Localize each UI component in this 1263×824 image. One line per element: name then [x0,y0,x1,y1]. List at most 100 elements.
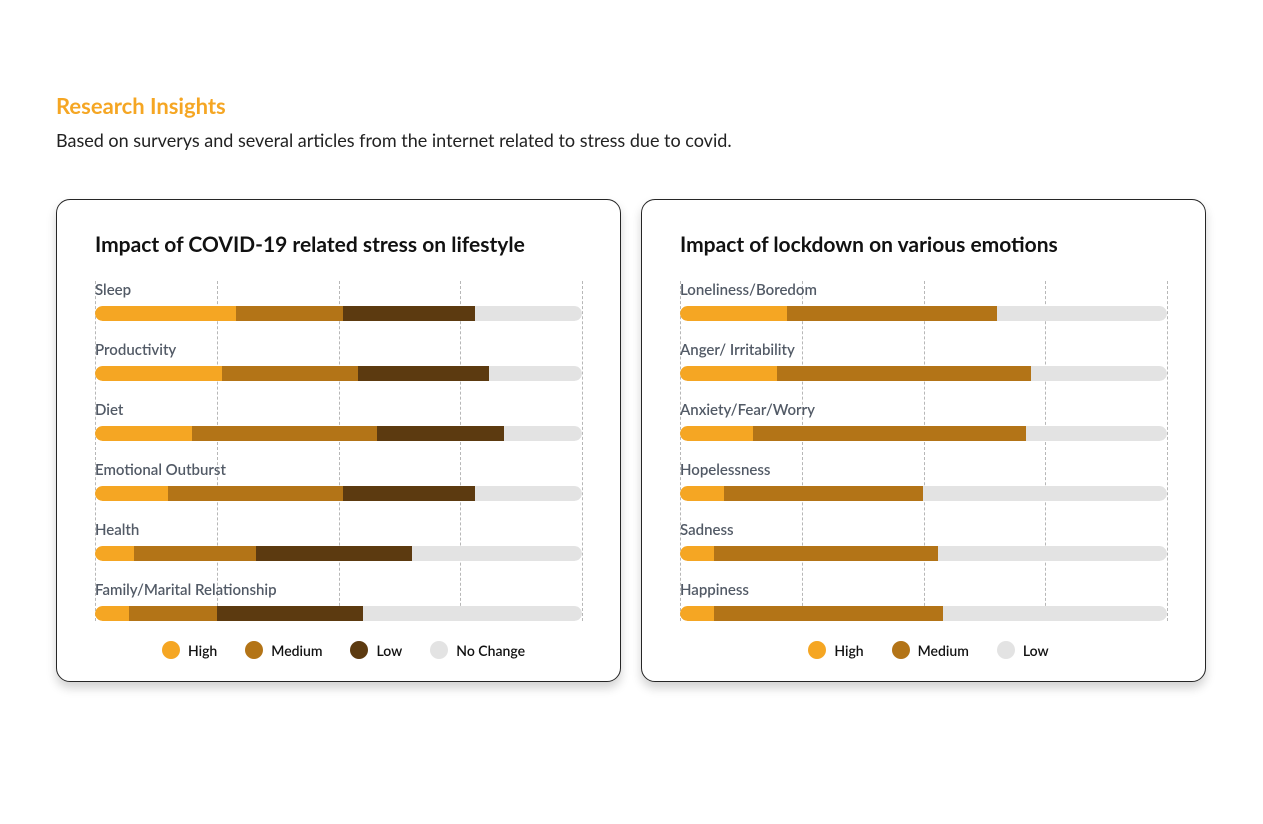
page-title: Research Insights [56,92,1207,119]
legend-label: High [188,642,217,659]
bar-track [680,606,1167,621]
legend-swatch [430,641,448,659]
bar-segment-low [377,426,504,441]
bar-segment-low [343,306,474,321]
panel-lifestyle-title: Impact of COVID-19 related stress on lif… [95,232,594,257]
bar-track [680,486,1167,501]
chart-row: Anxiety/Fear/Worry [680,401,1167,441]
bar-track [95,546,582,561]
gridline [924,281,925,621]
bar-segment-low [256,546,412,561]
bar-segment-no_change [943,606,1167,621]
bar-track [680,546,1167,561]
legend-swatch [997,641,1015,659]
bar-segment-high [680,306,787,321]
bar-segment-high [95,546,134,561]
gridline [582,281,583,621]
gridline [217,281,218,621]
legend-item-high: High [162,641,217,659]
chart-row-label: Family/Marital Relationship [95,581,582,599]
legend-emotions: High Medium Low [668,641,1179,659]
legend-label: High [834,642,863,659]
chart-row: Family/Marital Relationship [95,581,582,621]
chart-row: Anger/ Irritability [680,341,1167,381]
bar-segment-medium [192,426,377,441]
chart-row: Sadness [680,521,1167,561]
bar-segment-no_change [938,546,1167,561]
bar-segment-no_change [489,366,582,381]
legend-label: Low [1023,642,1049,659]
legend-item-low: Low [350,641,402,659]
bar-segment-medium [777,366,1030,381]
page-subtitle: Based on surverys and several articles f… [56,129,1207,151]
chart-row-label: Health [95,521,582,539]
bar-segment-high [95,486,168,501]
legend-item-medium: Medium [245,641,322,659]
chart-row-label: Sleep [95,281,582,299]
gridline [460,281,461,621]
bar-segment-high [95,606,129,621]
bar-track [95,306,582,321]
chart-lifestyle: Sleep Productivity Diet Emotional Outburst H… [83,281,594,621]
bar-segment-no_change [923,486,1167,501]
bar-segment-no_change [504,426,582,441]
chart-row-label: Productivity [95,341,582,359]
bar-track [680,366,1167,381]
bar-segment-high [680,486,724,501]
panel-emotions-title: Impact of lockdown on various emotions [680,232,1179,257]
chart-row-label: Anger/ Irritability [680,341,1167,359]
chart-row-label: Diet [95,401,582,419]
gridline [339,281,340,621]
chart-row-label: Happiness [680,581,1167,599]
chart-row: Loneliness/Boredom [680,281,1167,321]
chart-row-label: Loneliness/Boredom [680,281,1167,299]
legend-swatch [245,641,263,659]
chart-row: Health [95,521,582,561]
bar-segment-no_change [412,546,582,561]
bar-segment-high [680,426,753,441]
gridline [680,281,681,621]
bar-segment-high [680,546,714,561]
bar-segment-high [680,606,714,621]
bar-segment-no_change [475,486,582,501]
bar-segment-medium [753,426,1026,441]
bar-segment-medium [168,486,343,501]
legend-swatch [892,641,910,659]
panel-emotions: Impact of lockdown on various emotions L… [641,199,1206,682]
bar-segment-low [358,366,489,381]
chart-row: Emotional Outburst [95,461,582,501]
legend-item-high: High [808,641,863,659]
bar-segment-medium [714,606,943,621]
gridline [1045,281,1046,621]
legend-item-medium: Medium [892,641,969,659]
bar-segment-no_change [997,306,1167,321]
bar-segment-medium [787,306,996,321]
chart-row: Diet [95,401,582,441]
bar-segment-low [343,486,474,501]
bar-segment-no_change [1031,366,1167,381]
bar-track [95,486,582,501]
bar-segment-medium [134,546,256,561]
bar-segment-low [217,606,363,621]
bar-track [95,426,582,441]
chart-row: Hopelessness [680,461,1167,501]
bar-segment-medium [129,606,217,621]
chart-row: Productivity [95,341,582,381]
legend-swatch [350,641,368,659]
legend-item-no_change: No Change [430,641,525,659]
panels-container: Impact of COVID-19 related stress on lif… [56,199,1207,682]
bar-segment-no_change [363,606,582,621]
gridline [95,281,96,621]
bar-segment-no_change [1026,426,1167,441]
bar-track [680,306,1167,321]
bar-segment-medium [222,366,358,381]
bar-track [680,426,1167,441]
bar-segment-no_change [475,306,582,321]
legend-label: Medium [271,642,322,659]
chart-emotions: Loneliness/Boredom Anger/ Irritability Anx… [668,281,1179,621]
bar-track [95,606,582,621]
chart-row: Happiness [680,581,1167,621]
legend-lifestyle: High Medium Low No Change [83,641,594,659]
bar-segment-high [95,426,192,441]
legend-label: Medium [918,642,969,659]
